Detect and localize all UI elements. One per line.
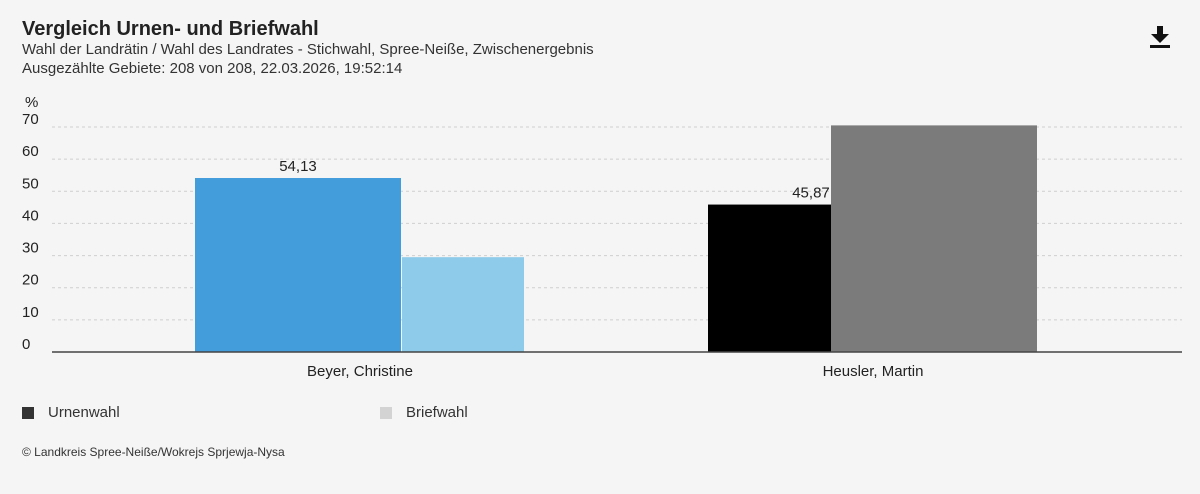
y-tick-label: 60 (22, 143, 39, 160)
copyright-notice: © Landkreis Spree-Neiße/Wokrejs Sprjewja… (22, 445, 285, 459)
download-icon[interactable] (1148, 24, 1172, 50)
legend-swatch-briefwahl (380, 406, 392, 419)
y-axis-unit-label: % (25, 94, 38, 111)
bar-chart: % 0 10 20 30 40 50 60 70 54,13 Beyer, Christine 45,… (22, 94, 1182, 380)
legend-swatch-urnenwahl (22, 406, 34, 419)
legend-label-briefwahl: Briefwahl (406, 404, 468, 421)
x-category-label: Heusler, Martin (823, 363, 924, 380)
y-tick-label: 30 (22, 240, 39, 257)
legend-label-urnenwahl: Urnenwahl (48, 404, 120, 421)
legend-item-briefwahl[interactable]: Briefwahl (380, 404, 468, 421)
chart-subtitle: Wahl der Landrätin / Wahl des Landrates … (22, 41, 594, 58)
data-label: 45,87 (792, 185, 830, 202)
bar-briefwahl (831, 125, 1037, 353)
data-label: 54,13 (279, 158, 317, 175)
bar-briefwahl (402, 257, 524, 352)
y-tick-label: 10 (22, 304, 39, 321)
y-tick-label: 70 (22, 111, 39, 128)
y-tick-label: 40 (22, 207, 39, 224)
chart-title: Vergleich Urnen- und Briefwahl (22, 18, 319, 40)
y-tick-label: 50 (22, 175, 39, 192)
x-category-label: Beyer, Christine (307, 363, 413, 380)
y-tick-label: 20 (22, 272, 39, 289)
counting-status: Ausgezählte Gebiete: 208 von 208, 22.03.… (22, 60, 403, 77)
y-tick-label: 0 (22, 336, 30, 353)
bar-urnenwahl (195, 178, 401, 352)
legend-item-urnenwahl[interactable]: Urnenwahl (22, 404, 120, 421)
